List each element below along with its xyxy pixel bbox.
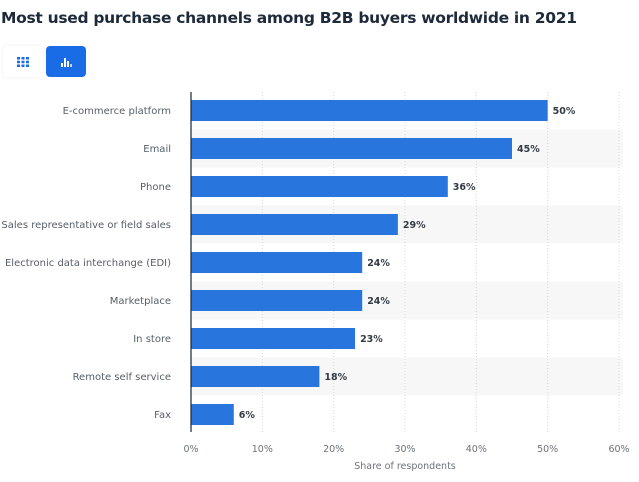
x-axis-title: Share of respondents	[354, 461, 456, 472]
x-tick-label: 40%	[466, 444, 487, 455]
category-label: Phone	[140, 182, 171, 193]
bar[interactable]	[191, 366, 320, 387]
bar[interactable]	[191, 176, 448, 197]
value-label: 23%	[360, 334, 383, 345]
value-label: 36%	[453, 182, 476, 193]
value-label: 24%	[367, 258, 390, 269]
x-tick-label: 0%	[183, 444, 198, 455]
bar[interactable]	[191, 290, 363, 311]
bar[interactable]	[191, 404, 234, 425]
value-label: 6%	[239, 410, 256, 421]
category-label: In store	[133, 334, 171, 345]
category-label: Email	[143, 144, 171, 155]
x-tick-label: 20%	[323, 444, 344, 455]
chart-view-button[interactable]	[46, 46, 86, 77]
value-label: 50%	[553, 106, 576, 117]
bar[interactable]	[191, 214, 398, 235]
bar[interactable]	[191, 138, 512, 159]
category-label: E-commerce platform	[63, 106, 171, 117]
x-tick-label: 10%	[252, 444, 273, 455]
chart-title: Most used purchase channels among B2B bu…	[1, 9, 577, 27]
category-label: Sales representative or field sales	[1, 220, 171, 231]
x-tick-label: 60%	[608, 444, 629, 455]
bar[interactable]	[191, 252, 363, 273]
value-label: 24%	[367, 296, 390, 307]
category-label: Remote self service	[73, 372, 171, 383]
bar-chart-icon	[60, 57, 72, 67]
category-label: Electronic data interchange (EDI)	[5, 258, 171, 269]
value-label: 18%	[324, 372, 347, 383]
category-label: Fax	[154, 410, 171, 421]
value-label: 45%	[517, 144, 540, 155]
value-label: 29%	[403, 220, 426, 231]
grid-icon	[17, 56, 29, 67]
x-tick-label: 30%	[394, 444, 415, 455]
x-tick-label: 50%	[537, 444, 558, 455]
category-label: Marketplace	[110, 296, 171, 307]
bar[interactable]	[191, 100, 548, 121]
bar[interactable]	[191, 328, 356, 349]
table-view-button[interactable]	[3, 46, 43, 77]
